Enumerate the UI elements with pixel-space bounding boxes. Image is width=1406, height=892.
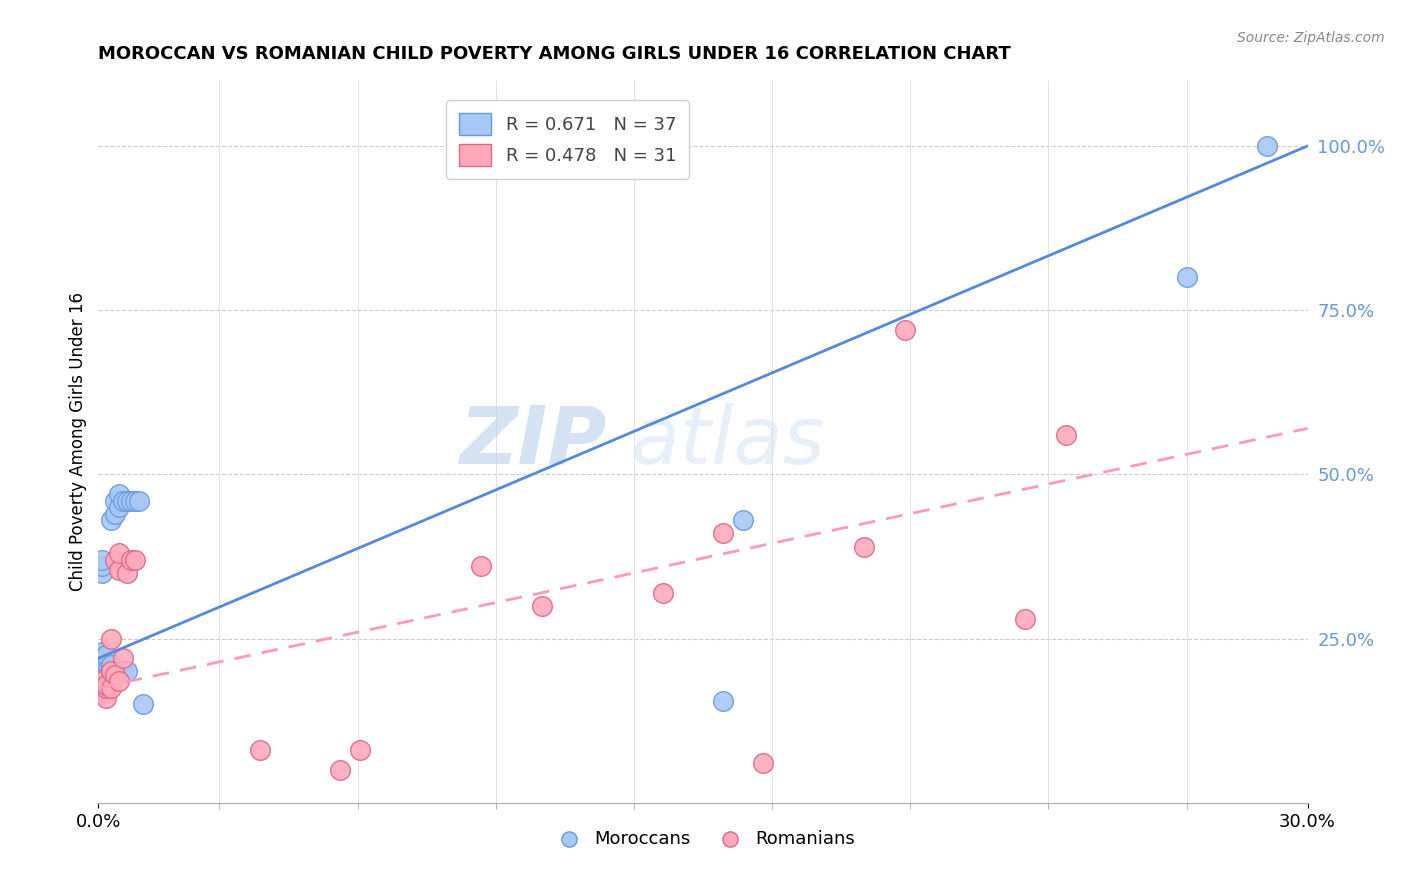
Point (103, 553, 125, 567)
Point (91, 687, 114, 701)
Y-axis label: Child Poverty Among Girls Under 16: Child Poverty Among Girls Under 16 (69, 292, 87, 591)
Point (96, 665, 118, 679)
Point (111, 493, 134, 508)
Point (91, 681, 114, 695)
Point (100, 513, 122, 527)
Text: MOROCCAN VS ROMANIAN CHILD POVERTY AMONG GIRLS UNDER 16 CORRELATION CHART: MOROCCAN VS ROMANIAN CHILD POVERTY AMONG… (98, 45, 1011, 63)
Point (349, 743, 371, 757)
Point (103, 493, 125, 508)
Point (87, 677, 110, 691)
Point (329, 763, 352, 777)
Point (107, 674, 129, 689)
Point (893, 323, 915, 337)
Text: atlas: atlas (630, 402, 825, 481)
Point (111, 651, 134, 665)
Point (111, 665, 134, 679)
Point (96, 677, 118, 691)
Point (100, 661, 122, 675)
Point (96, 648, 118, 662)
Point (91, 553, 114, 567)
Point (128, 493, 150, 508)
Point (96, 690, 118, 705)
Point (100, 665, 122, 679)
Point (1014, 612, 1036, 626)
Point (91, 674, 114, 689)
Point (249, 743, 271, 757)
Legend: Moroccans, Romanians: Moroccans, Romanians (544, 822, 862, 855)
Point (100, 632, 122, 646)
Text: Source: ZipAtlas.com: Source: ZipAtlas.com (1237, 31, 1385, 45)
Point (120, 553, 142, 567)
Point (107, 500, 129, 515)
Point (96, 651, 118, 665)
Point (115, 566, 138, 580)
Point (96, 655, 118, 669)
Point (115, 665, 138, 679)
Point (103, 665, 125, 679)
Point (120, 493, 142, 508)
Point (100, 665, 122, 679)
Point (752, 756, 775, 771)
Point (103, 507, 125, 521)
Point (1175, 270, 1198, 285)
Point (91, 645, 114, 659)
Point (1054, 428, 1077, 442)
Point (91, 648, 114, 662)
Text: ZIP: ZIP (458, 402, 606, 481)
Point (87, 657, 110, 672)
Point (124, 553, 146, 567)
Point (107, 546, 129, 560)
Point (100, 657, 122, 672)
Point (853, 540, 876, 554)
Point (132, 698, 155, 712)
Point (100, 681, 122, 695)
Point (96, 657, 118, 672)
Point (651, 585, 673, 599)
Point (91, 559, 114, 574)
Point (115, 493, 138, 508)
Point (711, 694, 734, 708)
Point (107, 665, 129, 679)
Point (91, 655, 114, 669)
Point (107, 563, 129, 577)
Point (733, 513, 755, 527)
Point (107, 487, 129, 501)
Point (1256, 139, 1278, 153)
Point (470, 559, 492, 574)
Point (711, 526, 734, 541)
Point (103, 667, 125, 681)
Point (87, 661, 110, 675)
Point (91, 566, 114, 580)
Point (530, 599, 553, 613)
Point (96, 655, 118, 669)
Point (124, 493, 146, 508)
Point (96, 661, 118, 675)
Point (96, 681, 118, 695)
